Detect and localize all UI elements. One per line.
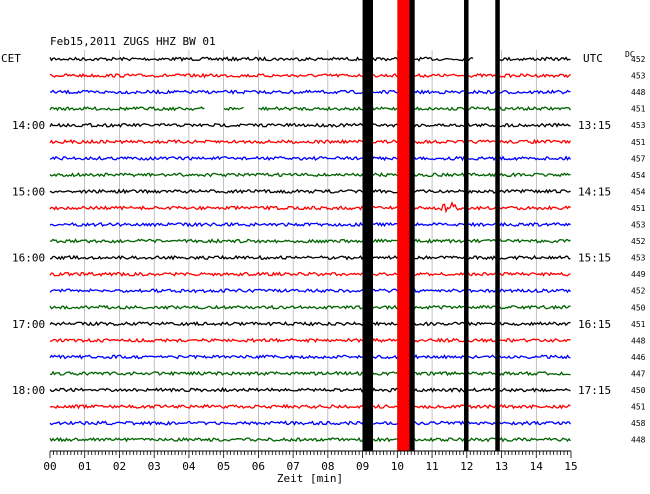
- event-band: [362, 0, 374, 451]
- seismic-trace: [49, 56, 571, 62]
- seismic-trace: [49, 287, 571, 294]
- dc-value-label: 451: [631, 320, 646, 329]
- seismic-trace: [49, 254, 571, 261]
- utc-axis-label: UTC: [583, 52, 603, 65]
- dc-value-label: 452: [631, 237, 646, 246]
- x-tick-label: 10: [391, 460, 404, 473]
- x-tick-label: 04: [182, 460, 196, 473]
- x-tick-label: 08: [321, 460, 334, 473]
- label-layer: 00 01 02 03 04 05 06 07 08 09 10 11 12 13 14 15 14:00 15:…: [12, 55, 646, 473]
- seismic-trace: [49, 420, 572, 426]
- cet-time-label: 15:00: [12, 185, 45, 198]
- utc-time-label: 17:15: [578, 384, 611, 397]
- x-tick-label: 06: [252, 460, 265, 473]
- seismic-trace: [49, 221, 571, 228]
- seismic-trace: [49, 337, 571, 344]
- seismic-trace: [49, 271, 571, 277]
- dc-value-label: 448: [631, 336, 646, 345]
- cet-axis-label: CET: [1, 52, 21, 65]
- dc-value-label: 451: [631, 105, 646, 114]
- x-tick-label: 11: [425, 460, 438, 473]
- dc-value-label: 448: [631, 88, 646, 97]
- dc-value-label: 454: [631, 171, 646, 180]
- x-tick-label: 00: [43, 460, 56, 473]
- utc-time-label: 15:15: [578, 252, 611, 265]
- plot-title: Feb15,2011 ZUGS HHZ BW 01: [50, 35, 216, 48]
- utc-time-label: 16:15: [578, 318, 611, 331]
- event-layer: [362, 0, 500, 451]
- seismic-trace: [49, 320, 571, 327]
- x-tick-label: 14: [530, 460, 544, 473]
- seismic-trace: [49, 89, 571, 95]
- dc-value-label: 452: [631, 55, 646, 64]
- x-tick-label: 09: [356, 460, 369, 473]
- utc-time-label: 13:15: [578, 119, 611, 132]
- dc-value-label: 457: [631, 154, 646, 163]
- dc-value-label: 453: [631, 254, 646, 263]
- event-band: [495, 0, 500, 451]
- event-band: [464, 0, 469, 451]
- dc-value-label: 450: [631, 386, 646, 395]
- seismic-trace: [49, 238, 571, 244]
- dc-value-label: 452: [631, 287, 646, 296]
- x-tick-label: 07: [287, 460, 300, 473]
- dc-value-label: 446: [631, 353, 646, 362]
- seismic-trace: [49, 387, 571, 393]
- seismic-trace: [49, 122, 571, 128]
- dc-value-label: 458: [631, 419, 646, 428]
- axis-layer: [49, 450, 572, 458]
- cet-time-label: 18:00: [12, 384, 45, 397]
- x-tick-label: 01: [78, 460, 91, 473]
- x-tick-label: 13: [495, 460, 508, 473]
- dc-value-label: 448: [631, 436, 646, 445]
- cet-time-label: 16:00: [12, 252, 45, 265]
- dc-value-label: 451: [631, 138, 646, 147]
- seismic-trace: [49, 138, 572, 145]
- x-tick-label: 15: [564, 460, 577, 473]
- seismic-trace: [49, 370, 571, 377]
- seismic-trace: [49, 72, 571, 79]
- dc-value-label: 453: [631, 221, 646, 230]
- seismic-trace: [49, 172, 571, 178]
- seismic-trace: [49, 403, 571, 410]
- dc-value-label: 453: [631, 72, 646, 81]
- dc-value-label: 451: [631, 403, 646, 412]
- seismic-trace: [49, 155, 572, 162]
- x-axis-title: Zeit [min]: [277, 472, 343, 485]
- dc-label: DC: [625, 50, 635, 59]
- dc-value-label: 454: [631, 187, 646, 196]
- cet-time-label: 14:00: [12, 119, 45, 132]
- seismic-trace: [49, 200, 571, 214]
- utc-time-label: 14:15: [578, 185, 611, 198]
- x-tick-label: 02: [113, 460, 126, 473]
- dc-value-label: 447: [631, 369, 646, 378]
- x-tick-label: 12: [460, 460, 473, 473]
- dc-value-label: 449: [631, 270, 646, 279]
- event-band: [409, 0, 415, 451]
- seismic-trace: [49, 354, 571, 360]
- x-tick-label: 05: [217, 460, 230, 473]
- seismic-trace: [49, 188, 571, 195]
- event-band: [397, 0, 410, 451]
- seismic-trace: [49, 436, 572, 443]
- seismic-trace: [49, 105, 572, 112]
- cet-time-label: 17:00: [12, 318, 45, 331]
- trace-layer: [49, 56, 572, 443]
- dc-value-label: 451: [631, 204, 646, 213]
- dc-value-label: 450: [631, 303, 646, 312]
- seismic-trace: [49, 304, 571, 311]
- x-tick-label: 03: [148, 460, 161, 473]
- dc-value-label: 453: [631, 121, 646, 130]
